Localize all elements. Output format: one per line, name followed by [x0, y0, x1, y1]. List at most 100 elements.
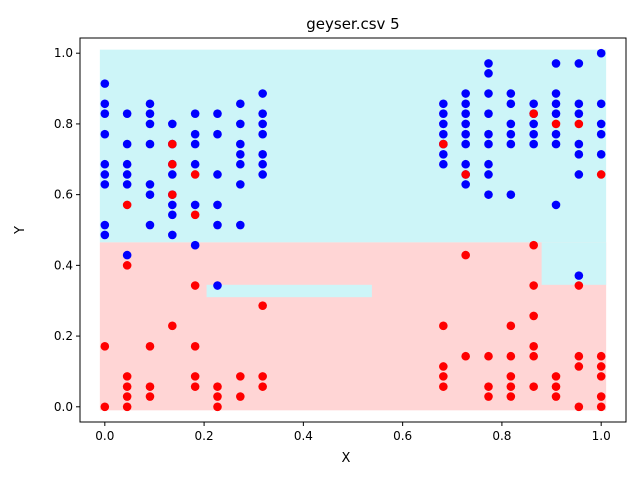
point-blue-4: [100, 159, 110, 169]
point-red-47: [529, 281, 538, 290]
point-red-12: [168, 159, 177, 169]
point-red-43: [506, 382, 516, 391]
point-blue-6: [100, 180, 110, 189]
point-blue-85: [506, 139, 516, 149]
point-red-52: [551, 119, 561, 129]
x-axis-ticks: 0.0 0.2 0.4 0.6 0.8 1.0: [95, 422, 611, 443]
point-blue-72: [484, 59, 493, 68]
point-blue-3: [100, 129, 110, 139]
point-blue-8: [100, 230, 110, 240]
y-tick-label: 0.8: [54, 117, 73, 131]
point-red-37: [484, 351, 493, 361]
point-blue-16: [145, 109, 155, 118]
point-blue-43: [236, 119, 245, 129]
point-blue-95: [551, 109, 561, 118]
point-red-44: [506, 392, 516, 401]
point-blue-78: [484, 159, 493, 169]
point-blue-64: [461, 99, 470, 109]
point-red-42: [506, 372, 516, 381]
point-blue-20: [145, 190, 155, 199]
point-blue-56: [439, 99, 448, 109]
point-red-40: [506, 321, 516, 331]
point-blue-106: [596, 48, 606, 58]
point-blue-31: [190, 129, 200, 139]
y-axis-label: Y: [13, 226, 28, 235]
point-blue-25: [168, 170, 177, 179]
point-blue-82: [506, 99, 516, 109]
point-red-17: [190, 281, 200, 290]
point-blue-104: [574, 170, 584, 179]
point-red-2: [122, 200, 132, 210]
point-blue-74: [484, 89, 493, 98]
point-blue-76: [484, 129, 493, 139]
point-blue-46: [236, 159, 245, 169]
point-blue-57: [439, 109, 448, 118]
point-red-21: [213, 382, 222, 391]
point-red-33: [439, 382, 448, 391]
point-blue-45: [236, 150, 245, 159]
point-blue-94: [551, 99, 561, 109]
point-blue-44: [236, 139, 245, 149]
point-blue-79: [484, 170, 493, 179]
point-blue-12: [122, 170, 132, 179]
point-blue-63: [461, 89, 470, 98]
point-red-26: [258, 301, 267, 310]
point-blue-66: [461, 119, 470, 129]
point-blue-61: [439, 150, 448, 159]
point-red-20: [190, 382, 200, 391]
point-red-51: [529, 382, 538, 391]
point-blue-51: [258, 119, 267, 129]
point-red-36: [461, 351, 470, 361]
point-red-25: [236, 392, 245, 401]
point-red-38: [484, 382, 493, 391]
point-red-23: [213, 402, 222, 412]
point-blue-98: [551, 200, 561, 210]
point-red-14: [168, 321, 177, 331]
point-red-27: [258, 372, 267, 381]
point-red-66: [596, 402, 606, 412]
point-blue-90: [529, 129, 538, 139]
point-red-18: [190, 342, 200, 351]
point-blue-77: [484, 139, 493, 149]
point-blue-58: [439, 119, 448, 129]
point-blue-96: [551, 129, 561, 139]
point-blue-69: [461, 159, 470, 169]
point-blue-110: [596, 150, 606, 159]
point-blue-33: [190, 159, 200, 169]
point-blue-53: [258, 150, 267, 159]
point-blue-107: [596, 99, 606, 109]
chart-title: geyser.csv 5: [306, 15, 399, 33]
point-blue-99: [574, 59, 584, 68]
point-blue-105: [574, 271, 584, 280]
point-red-0: [100, 342, 110, 351]
point-blue-81: [506, 89, 516, 98]
point-red-11: [168, 139, 177, 149]
y-tick-label: 0.4: [54, 258, 73, 272]
point-red-1: [100, 402, 110, 412]
point-blue-50: [258, 109, 267, 118]
point-red-10: [145, 392, 155, 401]
point-red-56: [574, 119, 584, 129]
point-blue-42: [236, 99, 245, 109]
point-blue-30: [190, 109, 200, 118]
point-red-4: [122, 372, 132, 381]
point-blue-15: [145, 99, 155, 109]
point-blue-48: [236, 220, 245, 230]
point-blue-83: [506, 119, 516, 129]
point-red-50: [529, 351, 538, 361]
point-red-30: [439, 321, 448, 331]
point-blue-84: [506, 129, 516, 139]
point-blue-27: [168, 200, 177, 210]
x-tick-label: 0.4: [294, 429, 313, 443]
point-red-16: [190, 210, 200, 220]
point-blue-14: [122, 250, 132, 260]
point-blue-29: [168, 230, 177, 240]
point-blue-89: [529, 119, 538, 129]
point-blue-62: [439, 159, 448, 169]
point-blue-101: [574, 109, 584, 118]
point-blue-92: [551, 59, 561, 68]
point-blue-100: [574, 99, 584, 109]
point-blue-17: [145, 119, 155, 129]
point-red-45: [529, 109, 538, 118]
point-red-34: [461, 170, 470, 179]
